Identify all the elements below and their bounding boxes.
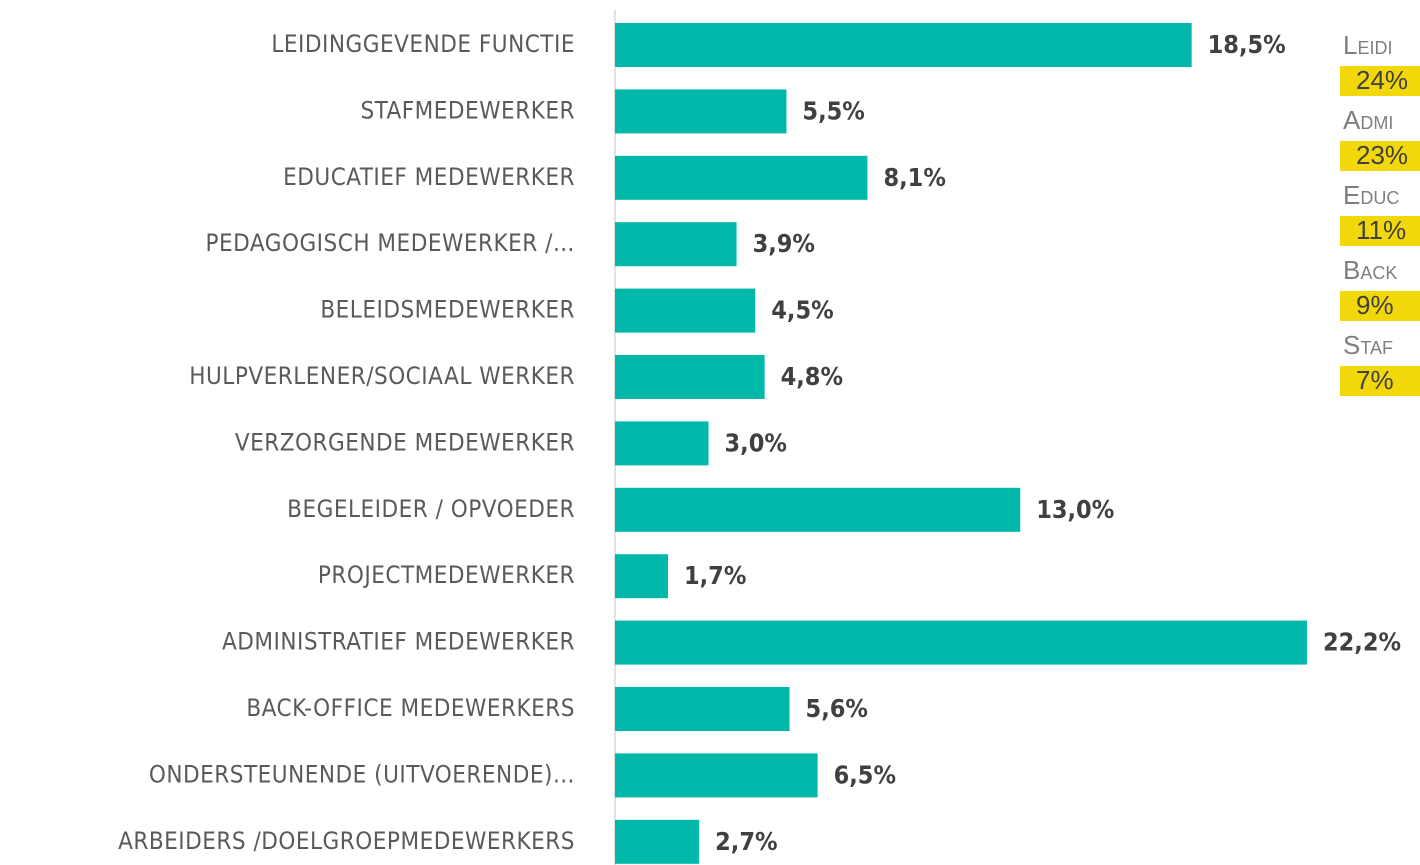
category-label: BELEIDSMEDEWERKER [320, 296, 575, 324]
bar [615, 355, 765, 399]
panel-value: 11% [1356, 215, 1406, 245]
category-label: ARBEIDERS /DOELGROEPMEDEWERKERS [118, 827, 575, 855]
category-label: STAFMEDEWERKER [360, 96, 575, 124]
bar [615, 554, 668, 599]
value-label: 3,0% [725, 428, 787, 457]
bar [615, 155, 868, 200]
value-label: 8,1% [883, 163, 945, 192]
value-label: 4,5% [771, 296, 833, 325]
value-label: 5,5% [802, 96, 864, 125]
value-label: 18,5% [1208, 30, 1286, 59]
bar [615, 89, 787, 134]
panel-highlight [1340, 66, 1420, 96]
bar [615, 23, 1192, 67]
category-label: BACK-OFFICE MEDEWERKERS [246, 694, 575, 722]
panel-label: Educ [1343, 180, 1399, 210]
value-label: 4,8% [781, 362, 843, 391]
bar [615, 288, 756, 333]
bar [615, 421, 709, 466]
value-label: 3,9% [753, 229, 815, 258]
panel-value: 24% [1356, 65, 1408, 95]
category-label: LEIDINGGEVENDE FUNCTIE [271, 30, 575, 58]
panel-label: Staf [1343, 330, 1393, 360]
bar [615, 222, 737, 267]
category-label: ONDERSTEUNENDE (UITVOERENDE)… [149, 760, 575, 788]
category-label: PEDAGOGISCH MEDEWERKER /… [206, 229, 576, 257]
bar [615, 620, 1307, 665]
bar [615, 753, 818, 798]
panel-value: 7% [1356, 365, 1394, 395]
panel-highlight [1340, 366, 1420, 396]
panel-value: 9% [1356, 290, 1394, 320]
category-label: ADMINISTRATIEF MEDEWERKER [222, 628, 575, 656]
bar [615, 687, 790, 731]
panel-value: 23% [1356, 140, 1408, 170]
value-label: 13,0% [1036, 495, 1114, 524]
bar [615, 819, 700, 864]
value-label: 6,5% [834, 760, 896, 789]
value-label: 22,2% [1323, 628, 1401, 657]
value-label: 1,7% [684, 561, 746, 590]
panel-label: Admi [1343, 105, 1393, 135]
value-label: 2,7% [715, 827, 777, 856]
bar [615, 487, 1021, 532]
panel-label: Leidi [1343, 30, 1392, 60]
category-label: PROJECTMEDEWERKER [318, 561, 575, 589]
category-label: BEGELEIDER / OPVOEDER [287, 495, 575, 523]
category-label: HULPVERLENER/SOCIAAL WERKER [189, 362, 575, 390]
panel-highlight [1340, 141, 1420, 171]
category-label: EDUCATIEF MEDEWERKER [283, 163, 575, 191]
value-label: 5,6% [806, 694, 868, 723]
panel-highlight [1340, 291, 1420, 321]
panel-label: Back [1343, 255, 1397, 285]
panel-highlight [1340, 216, 1420, 246]
category-label: VERZORGENDE MEDEWERKER [235, 428, 575, 456]
